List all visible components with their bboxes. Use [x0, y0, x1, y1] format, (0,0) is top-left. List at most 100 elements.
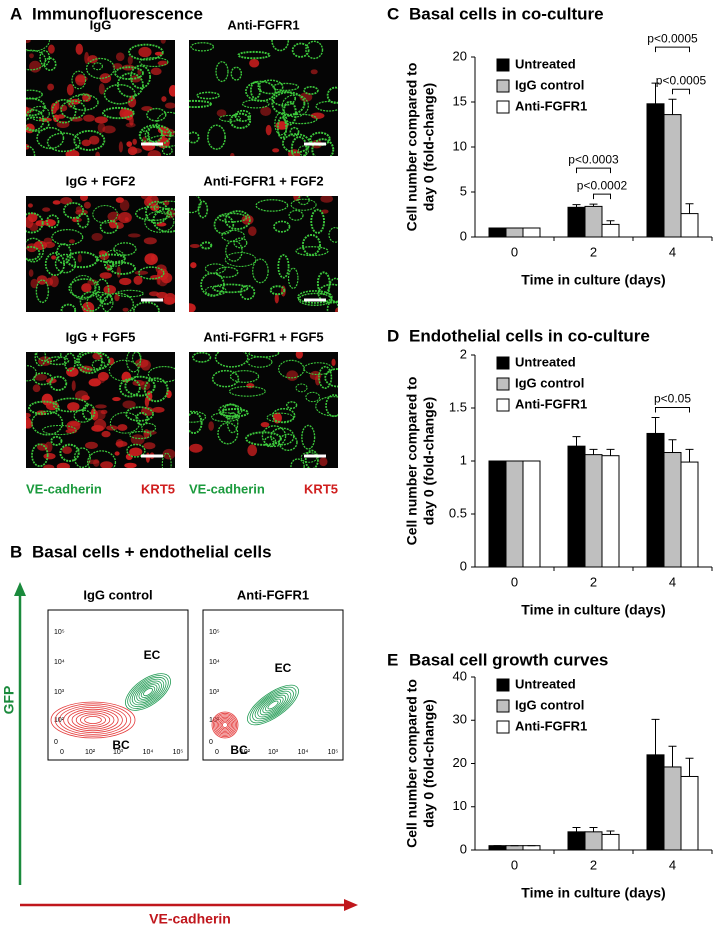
green-structure: [87, 450, 117, 468]
bar: [680, 213, 699, 238]
red-cell: [319, 457, 328, 467]
red-cell: [216, 109, 227, 117]
legend-swatch: [496, 100, 510, 114]
red-cell: [154, 51, 164, 56]
green-structure: [303, 86, 319, 95]
red-cell: [130, 434, 145, 446]
ec-contour: [140, 686, 156, 698]
red-cell: [331, 358, 336, 367]
red-cell: [81, 139, 92, 147]
red-cell: [112, 63, 123, 70]
green-structure: [276, 116, 288, 140]
y-tick-label: 0: [209, 739, 213, 746]
plot-title: Anti-FGFR1: [237, 587, 309, 602]
error-bar: [685, 448, 694, 463]
red-cell: [33, 240, 48, 251]
plot-frame: [47, 609, 189, 761]
red-cell: [80, 196, 88, 202]
green-structure: [73, 447, 91, 468]
red-cell: [101, 430, 111, 438]
x-tick-label: 0: [215, 749, 219, 756]
red-cell: [160, 40, 166, 44]
green-structure: [289, 126, 300, 137]
green-structure: [305, 391, 321, 403]
green-structure: [215, 61, 229, 83]
bar: [505, 460, 524, 568]
red-cell: [97, 371, 109, 381]
green-structure: [73, 129, 106, 151]
red-cell: [134, 270, 149, 275]
green-structure: [297, 145, 310, 156]
red-cell: [189, 243, 200, 248]
green-structure: [229, 370, 260, 383]
red-cell: [152, 406, 165, 413]
green-structure: [295, 383, 308, 393]
bar: [567, 206, 586, 238]
bar: [584, 205, 603, 238]
green-structure: [189, 99, 212, 109]
micrograph-texture: [189, 196, 338, 312]
bc-contour: [54, 703, 132, 737]
red-cell: [272, 148, 280, 153]
p-value: p<0.0005: [656, 73, 707, 87]
bc-contour: [221, 722, 228, 729]
bc-contour: [218, 718, 232, 732]
red-cell: [81, 283, 92, 293]
red-cell: [68, 239, 75, 244]
red-cell: [143, 237, 157, 245]
legend-swatch: [496, 58, 510, 72]
green-structure: [200, 272, 225, 297]
green-structure: [328, 226, 338, 243]
red-cell: [143, 442, 156, 450]
green-structure: [192, 352, 212, 363]
red-cell: [144, 253, 158, 265]
legend-label: IgG control: [515, 697, 584, 712]
red-cell: [309, 370, 322, 380]
y-tick-label: 0: [460, 228, 467, 243]
ec-contour: [138, 684, 158, 700]
green-structure: [34, 352, 47, 367]
green-structure: [141, 422, 157, 433]
y-tick-label: 1.5: [449, 399, 467, 414]
y-axis-label: GFP: [1, 686, 17, 715]
y-tick-label: 20: [453, 755, 467, 770]
red-cell: [99, 272, 112, 279]
green-structure: [274, 112, 288, 136]
green-structure: [35, 279, 50, 304]
red-cell: [44, 441, 53, 453]
stain-label: KRT5: [141, 481, 175, 496]
error-bar: [651, 82, 660, 104]
image-title: Anti-FGFR1: [227, 17, 299, 32]
red-cell: [247, 444, 258, 457]
micrograph-texture: [26, 40, 175, 156]
red-cell: [126, 141, 133, 147]
significance-bracket: [593, 193, 611, 200]
green-structure: [297, 290, 333, 304]
green-structure: [114, 66, 144, 80]
green-structure: [99, 219, 119, 234]
red-cell: [138, 46, 152, 58]
bc-contour: [67, 708, 119, 732]
red-cell: [88, 378, 101, 387]
bar: [567, 445, 586, 568]
error-bar: [572, 436, 581, 447]
red-cell: [115, 52, 125, 62]
ec-contour: [254, 690, 292, 720]
red-cell: [91, 232, 103, 241]
image-title: IgG + FGF5: [66, 329, 136, 344]
micrograph-texture: [26, 352, 175, 468]
green-structure: [311, 138, 335, 156]
stain-label: VE-cadherin: [189, 481, 265, 496]
bc-contour: [84, 716, 102, 725]
green-structure: [316, 271, 331, 296]
green-structure: [116, 289, 144, 298]
x-tick-label: 10³: [268, 749, 279, 756]
x-tick-label: 0: [511, 574, 518, 589]
red-cell: [156, 222, 167, 227]
red-cell: [189, 303, 196, 312]
green-structure: [234, 109, 252, 122]
bc-contour: [71, 710, 115, 730]
green-structure: [135, 411, 149, 426]
green-structure: [189, 411, 203, 435]
